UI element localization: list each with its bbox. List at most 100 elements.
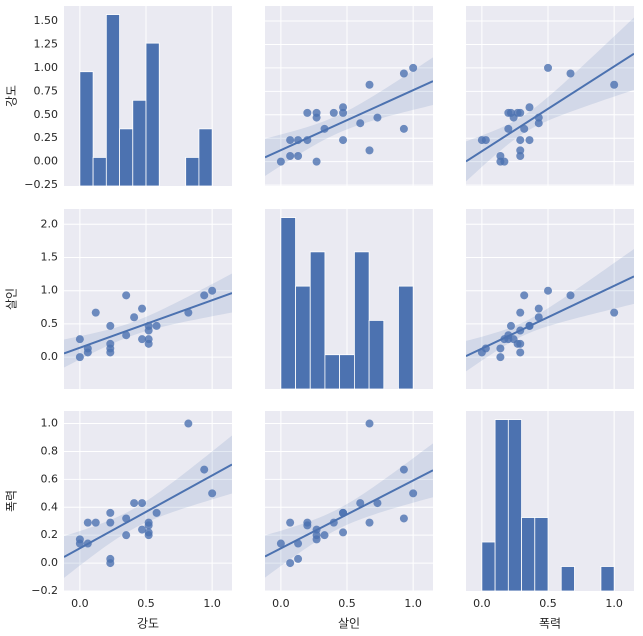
- histogram-bar: [560, 566, 575, 591]
- panel-background: [466, 6, 634, 186]
- scatter-point: [399, 514, 408, 523]
- scatter-point: [516, 152, 525, 160]
- scatter-point: [138, 335, 147, 344]
- scatter-point: [122, 291, 131, 300]
- scatter-point: [566, 291, 575, 300]
- scatter-point: [506, 321, 515, 330]
- histogram-bar: [119, 128, 134, 186]
- histogram-bar: [481, 541, 496, 591]
- y-tick-label: 0.75: [34, 84, 59, 97]
- scatter-point: [339, 508, 348, 517]
- scatter-point: [276, 539, 285, 548]
- y-tick-label: 0.8: [41, 444, 59, 457]
- histogram-bar: [600, 566, 615, 591]
- scatter-point: [365, 146, 374, 155]
- scatter-point: [294, 152, 303, 160]
- scatter-point: [365, 419, 374, 428]
- histogram-bar: [339, 354, 355, 389]
- scatter-point: [144, 528, 153, 537]
- scatter-point: [106, 508, 115, 517]
- histogram-bar: [280, 217, 296, 389]
- regression-line: [64, 463, 232, 558]
- scatter-point: [286, 518, 295, 527]
- histogram-bar: [185, 157, 200, 186]
- scatter-point: [122, 514, 131, 523]
- panel: [265, 209, 433, 389]
- scatter-point: [544, 63, 553, 72]
- panel: [64, 411, 232, 591]
- scatter-point: [481, 136, 490, 145]
- scatter-point: [399, 69, 408, 78]
- scatter-point: [106, 339, 115, 348]
- scatter-point: [286, 559, 295, 568]
- y-tick-label: 0.6: [41, 472, 59, 485]
- scatter-point: [83, 539, 92, 548]
- scatter-point: [303, 136, 312, 145]
- x-axis-label: 강도: [137, 617, 159, 631]
- scatter-point: [75, 535, 84, 544]
- x-tick-label: 0.0: [473, 597, 491, 610]
- scatter-point: [286, 152, 295, 160]
- scatter-point: [516, 348, 525, 357]
- scatter-point: [534, 113, 543, 122]
- y-tick-label: 0.00: [34, 155, 59, 168]
- scatter-point: [496, 353, 505, 362]
- histogram-bar: [534, 517, 549, 591]
- confidence-band: [466, 17, 634, 182]
- panel: [466, 209, 634, 389]
- scatter-point: [312, 157, 321, 166]
- histogram-bar: [92, 157, 107, 186]
- histogram-bar: [354, 251, 370, 389]
- panel: [64, 209, 232, 389]
- x-tick-label: 0.5: [338, 597, 356, 610]
- y-tick-label: 1.0: [41, 417, 59, 430]
- y-axis-label: 폭력: [5, 490, 19, 512]
- regression-line: [466, 52, 634, 163]
- y-tick-label: 0.25: [34, 131, 59, 144]
- x-tick-label: 1.0: [605, 597, 623, 610]
- y-tick-label: 0.0: [41, 350, 59, 363]
- scatter-point: [144, 518, 153, 527]
- y-axis-label: 살인: [5, 288, 19, 310]
- histogram-bar: [324, 354, 341, 389]
- scatter-point: [106, 554, 115, 563]
- y-tick-label: 0.4: [41, 500, 59, 513]
- scatter-point: [365, 80, 374, 89]
- scatter-point: [294, 136, 303, 145]
- panel: [466, 6, 634, 186]
- histogram-bar: [309, 251, 326, 389]
- panel-background: [64, 411, 232, 591]
- scatter-point: [91, 308, 100, 317]
- scatter-point: [356, 119, 365, 128]
- scatter-point: [496, 152, 505, 160]
- scatter-point: [329, 518, 338, 527]
- y-tick-label: −0.2: [31, 584, 58, 597]
- scatter-point: [144, 335, 153, 344]
- scatter-point: [504, 331, 513, 340]
- scatter-point: [525, 103, 534, 112]
- scatter-point: [365, 518, 374, 527]
- x-tick-label: 0.0: [272, 597, 290, 610]
- histogram-bar: [295, 285, 311, 389]
- scatter-point: [138, 304, 147, 313]
- scatter-point: [83, 518, 92, 527]
- scatter-point: [122, 331, 131, 340]
- scatter-point: [481, 344, 490, 353]
- scatter-point: [75, 353, 84, 362]
- scatter-point: [294, 554, 303, 563]
- regression-line: [265, 469, 433, 558]
- scatter-point: [106, 518, 115, 527]
- scatter-point: [544, 286, 553, 295]
- y-tick-label: 1.50: [34, 14, 59, 27]
- scatter-point: [184, 308, 193, 317]
- scatter-point: [152, 508, 161, 517]
- scatter-point: [500, 157, 509, 166]
- scatter-point: [373, 499, 382, 508]
- scatter-point: [339, 136, 348, 145]
- scatter-point: [276, 157, 285, 166]
- scatter-point: [200, 465, 209, 474]
- scatter-point: [534, 304, 543, 313]
- confidence-band: [64, 435, 232, 578]
- y-tick-label: 0.2: [41, 528, 59, 541]
